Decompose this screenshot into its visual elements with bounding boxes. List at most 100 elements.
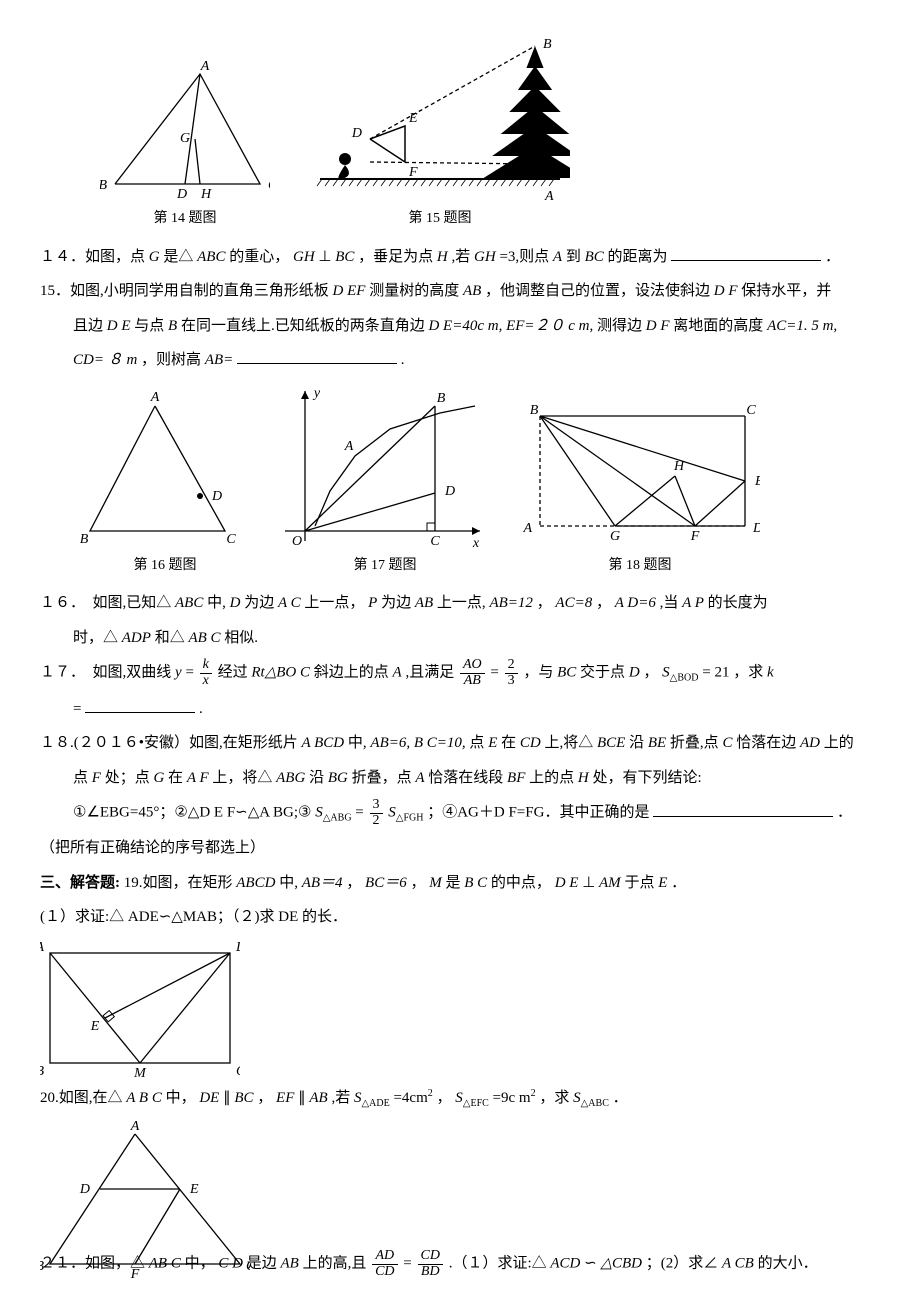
p18-blank	[653, 801, 833, 817]
p17-frac-aoab: AOAB	[460, 658, 485, 688]
p20-prefix: 20.如图,在△	[40, 1090, 123, 1106]
p17-rden: 3	[505, 674, 518, 689]
p17-t5: 交于点	[580, 665, 629, 681]
p15-prefix: 15．如图,小明同学用自制的直角三角形纸板	[40, 283, 333, 299]
p14-blank	[671, 245, 821, 261]
p20-t5: ，求	[539, 1090, 573, 1106]
p19-head: 三、解答题:	[40, 875, 124, 891]
p18-ABv: AB=6,	[370, 735, 410, 751]
p18-t12: 沿	[309, 770, 328, 786]
svg-text:B: B	[543, 37, 552, 52]
svg-text:G: G	[180, 131, 190, 146]
p19-t3: ，	[410, 875, 425, 891]
p18-t7: 恰落在边	[736, 735, 800, 751]
p20-t4: ，	[437, 1090, 452, 1106]
p18-F: F	[92, 770, 101, 786]
p16-t5: 上一点,	[437, 595, 486, 611]
p18-E: E	[488, 735, 497, 751]
svg-text:D: D	[752, 521, 760, 536]
p21-CD: C D	[218, 1256, 243, 1272]
p18-S2: S	[388, 805, 396, 821]
p19-perp: ⊥	[582, 875, 595, 891]
svg-text:E: E	[754, 474, 760, 489]
problem-15-line2: 且边 D E 与点 B 在同一直线上.已知纸板的两条直角边 D E=40c m,…	[40, 312, 880, 341]
svg-text:G: G	[610, 529, 620, 544]
p21-ACD: ACD	[550, 1256, 580, 1272]
svg-text:D: D	[444, 484, 455, 499]
p15-DEv: D E=40c m,	[428, 318, 502, 334]
p16-P: P	[368, 595, 377, 611]
p17-t2: 斜边上的点	[314, 665, 393, 681]
p17-frac-23: 23	[505, 658, 518, 688]
p18-AD: AD	[800, 735, 820, 751]
p14-A: A	[553, 249, 562, 265]
p19-E: E	[658, 875, 667, 891]
svg-text:H: H	[200, 187, 212, 202]
figure-16-svg: ABCD	[80, 391, 250, 551]
p19-ABv: AB＝4	[302, 875, 343, 891]
p20-S3sub: △ABC	[581, 1098, 609, 1109]
p21-ABC: AB C	[149, 1256, 181, 1272]
p16-ABv: AB=12	[489, 595, 532, 611]
figure-16: ABCD 第 16 题图	[80, 391, 250, 580]
problem-14: １４．如图，点 G 是△ ABC 的重心， GH ⊥ BC ，垂足为点 H ,若…	[40, 243, 880, 272]
p20-par: ∥	[223, 1090, 231, 1106]
p20-BC: BC	[234, 1090, 253, 1106]
p16-t10: 和△	[155, 630, 185, 646]
p20-t2: ，	[257, 1090, 272, 1106]
p14-period: ．	[825, 249, 840, 265]
p19-period: ．	[671, 875, 686, 891]
p19-M: M	[429, 875, 442, 891]
p21-BDden: BD	[418, 1265, 443, 1280]
p18-period: ．	[837, 805, 852, 821]
p15-l2a: 且边	[73, 318, 107, 334]
p14-BC2: BC	[585, 249, 604, 265]
p21-t2: 是边	[247, 1256, 281, 1272]
p16-AB: AB	[415, 595, 433, 611]
p17-y: y	[175, 665, 182, 681]
svg-text:O: O	[292, 534, 302, 549]
p20-S3: S	[573, 1090, 581, 1106]
problem-16: １６． 如图,已知△ ABC 中, D 为边 A C 上一点， P 为边 AB …	[40, 589, 880, 618]
p19-prefix: 19.如图，在矩形	[124, 875, 237, 891]
figure-14-svg: ABCDHG	[100, 54, 270, 204]
svg-text:D: D	[235, 940, 240, 955]
figure-17-svg: OABCDxy	[280, 381, 490, 551]
p18-H: H	[578, 770, 589, 786]
p18-frac: 32	[370, 798, 383, 828]
p20-t1: 中，	[166, 1090, 196, 1106]
figures-14-15-row: ABCDHG 第 14 题图 ABCDEF 第 15 题图	[100, 34, 880, 233]
problem-17: １７． 如图,双曲线 y = kx 经过 Rt△BO C 斜边上的点 A ,且满…	[40, 658, 880, 688]
p18-fden: 2	[370, 814, 383, 829]
svg-text:M: M	[133, 1066, 147, 1078]
p21-frac2: CDBD	[418, 1249, 443, 1279]
p14-GH: GH	[293, 249, 315, 265]
p18-t8: 上的	[824, 735, 854, 751]
p16-t1: 中,	[207, 595, 226, 611]
p16-t2: 为边	[244, 595, 278, 611]
p18-BCv: B C=10,	[414, 735, 466, 751]
p20-S1sub: △ADE	[361, 1098, 389, 1109]
figure-15: ABCDEF 第 15 题图	[310, 34, 570, 233]
svg-text:B: B	[530, 403, 539, 418]
svg-text:E: E	[90, 1019, 100, 1034]
p14-prefix: １４．如图，点	[40, 249, 149, 265]
svg-text:F: F	[690, 529, 700, 544]
p19-AM: AM	[599, 875, 621, 891]
p14-t5: =3,则点	[499, 249, 552, 265]
p21-t4: .（１）求证:△	[449, 1256, 547, 1272]
p18-t16: 处，有下列结论:	[592, 770, 701, 786]
svg-text:x: x	[472, 536, 480, 551]
p16-D: D	[230, 595, 241, 611]
p18-t5: 沿	[629, 735, 648, 751]
svg-text:D: D	[79, 1182, 90, 1197]
p20-DE: DE	[199, 1090, 219, 1106]
p15-t4: 与点	[134, 318, 168, 334]
p18-prefix: １８.(２０１６•安徽）如图,在矩形纸片	[40, 735, 302, 751]
p15-t3: 保持水平，并	[741, 283, 831, 299]
figure-17-caption: 第 17 题图	[280, 553, 490, 580]
p18-CD: CD	[520, 735, 541, 751]
p15-EFv: EF=２０ c m,	[506, 318, 593, 334]
p18-S1: S	[315, 805, 323, 821]
p19-t5: 的中点，	[491, 875, 551, 891]
